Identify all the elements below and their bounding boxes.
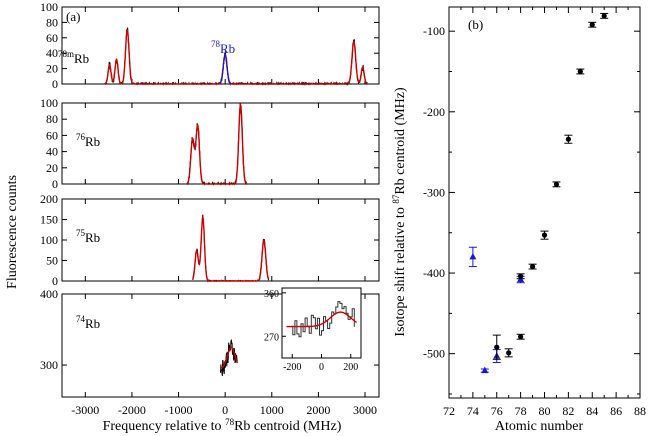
data-point-circle bbox=[589, 22, 595, 28]
y-tick-label: 60 bbox=[46, 31, 58, 45]
inset-data-histogram bbox=[290, 301, 355, 338]
y-tick-label: 0 bbox=[52, 274, 58, 288]
panel-frame bbox=[61, 198, 380, 282]
y-tick-label: 20 bbox=[46, 62, 58, 76]
y-tick-label: 0 bbox=[52, 77, 58, 91]
data-point-circle bbox=[553, 181, 560, 187]
x-tick-label: 3000 bbox=[353, 403, 377, 417]
y-tick-label: 0 bbox=[52, 177, 58, 191]
data-point-triangle bbox=[481, 366, 489, 374]
inset-74Rb: 270 360 -200 0 200 bbox=[264, 287, 362, 373]
x-tick-label: 2000 bbox=[306, 403, 330, 417]
y-tick-label: 100 bbox=[40, 96, 58, 110]
data-point-triangle bbox=[469, 252, 477, 260]
panel-label-a: (a) bbox=[66, 9, 80, 24]
x-tick-label: -3000 bbox=[71, 403, 99, 417]
data-point-circle bbox=[565, 136, 571, 142]
inset-x-tick-label: 0 bbox=[319, 362, 324, 373]
y-axis-label-a: Fluorescence counts bbox=[5, 175, 20, 289]
x-axis-label-b: Atomic number bbox=[495, 419, 584, 434]
isotope-label-76Rb: 76Rb bbox=[76, 132, 100, 149]
data-point-circle bbox=[518, 273, 524, 279]
scatter-plot-b: 72 74 76 78 80 82 84 86 88 -500 -400 -300 -200 -100 bbox=[423, 6, 646, 418]
panel-label-b: (b) bbox=[468, 17, 483, 32]
y-axis-label-b: Isotope shift relative to 87Rb centroid … bbox=[391, 87, 408, 337]
fit-curve bbox=[191, 215, 270, 282]
x-tick-label: -1000 bbox=[165, 403, 193, 417]
inset-x-tick-label: 200 bbox=[343, 362, 358, 373]
y-tick-label: 200 bbox=[40, 192, 58, 206]
data-trace bbox=[103, 27, 368, 86]
y-tick-label: 80 bbox=[46, 15, 58, 29]
fit-curve bbox=[103, 28, 368, 85]
y-tick-label-b: -400 bbox=[423, 266, 445, 280]
x-axis-label-a: Frequency relative to 78Rb centroid (MHz… bbox=[103, 417, 342, 434]
x-tick-label-b: 78 bbox=[515, 404, 527, 418]
y-tick-label: 400 bbox=[40, 287, 58, 301]
inset-fit-curve bbox=[286, 311, 358, 328]
x-tick-label-b: 72 bbox=[443, 404, 455, 418]
isotope-label-74Rb: 74Rb bbox=[76, 314, 100, 331]
x-tick-label: 1000 bbox=[260, 403, 284, 417]
x-tick-label-b: 84 bbox=[586, 404, 598, 418]
y-tick-label-b: -100 bbox=[423, 24, 445, 38]
inset-frame bbox=[281, 287, 362, 359]
y-tick-label-b: -300 bbox=[423, 185, 445, 199]
y-tick-label: 40 bbox=[46, 46, 58, 60]
fit-curve bbox=[186, 102, 248, 185]
y-tick-label: 150 bbox=[40, 213, 58, 227]
data-point-circle bbox=[506, 350, 512, 356]
inset-y-tick-label: 270 bbox=[264, 332, 279, 343]
data-point-circle bbox=[577, 68, 583, 75]
spectrum-panel-75Rb: 0 50 100 150 200 bbox=[40, 192, 380, 288]
inset-x-tick-label: -200 bbox=[283, 362, 301, 373]
isotope-label-78Rb: 78Rb bbox=[211, 39, 235, 56]
isotope-label-75Rb: 75Rb bbox=[76, 228, 100, 245]
data-point-circle bbox=[601, 13, 607, 19]
y-tick-label: 40 bbox=[46, 145, 58, 159]
y-tick-label: 100 bbox=[40, 0, 58, 14]
isotope-label-78mRb: 78mRb bbox=[58, 49, 89, 66]
data-point-circle bbox=[541, 232, 548, 238]
y-tick-label: 50 bbox=[46, 254, 58, 268]
data-point-circle bbox=[494, 344, 500, 350]
y-tick-label: 80 bbox=[46, 112, 58, 126]
plot-frame-b bbox=[448, 6, 641, 399]
chart-a: (a) Fluorescence counts Frequency relati… bbox=[5, 0, 380, 434]
panel-frame bbox=[61, 293, 380, 398]
reference-peak-78Rb bbox=[219, 53, 232, 85]
x-tick-label: 0 bbox=[222, 403, 228, 417]
y-tick-label: 20 bbox=[46, 161, 58, 175]
x-tick-label-b: 82 bbox=[562, 404, 574, 418]
x-tick-label-b: 86 bbox=[610, 404, 622, 418]
data-point-circle bbox=[529, 263, 536, 270]
x-tick-label-b: 80 bbox=[539, 404, 551, 418]
panel-frame bbox=[61, 102, 380, 185]
y-tick-label-b: -500 bbox=[423, 347, 445, 361]
y-tick-label: 100 bbox=[40, 233, 58, 247]
x-tick-label-b: 74 bbox=[467, 404, 479, 418]
x-tick-label: -2000 bbox=[118, 403, 146, 417]
fit-curve bbox=[220, 346, 238, 369]
chart-b: (b) Atomic number Isotope shift relative… bbox=[391, 6, 646, 434]
y-tick-label: 60 bbox=[46, 128, 58, 142]
inset-y-tick-label: 360 bbox=[264, 289, 279, 300]
spectrum-panel-76Rb: 0 20 40 60 80 100 bbox=[40, 96, 380, 191]
data-point-circle bbox=[518, 334, 524, 340]
x-tick-label-b: 88 bbox=[634, 404, 646, 418]
y-tick-label: 300 bbox=[40, 358, 58, 372]
x-tick-label-b: 76 bbox=[491, 404, 503, 418]
y-tick-label-b: -200 bbox=[423, 105, 445, 119]
data-trace bbox=[220, 339, 238, 377]
